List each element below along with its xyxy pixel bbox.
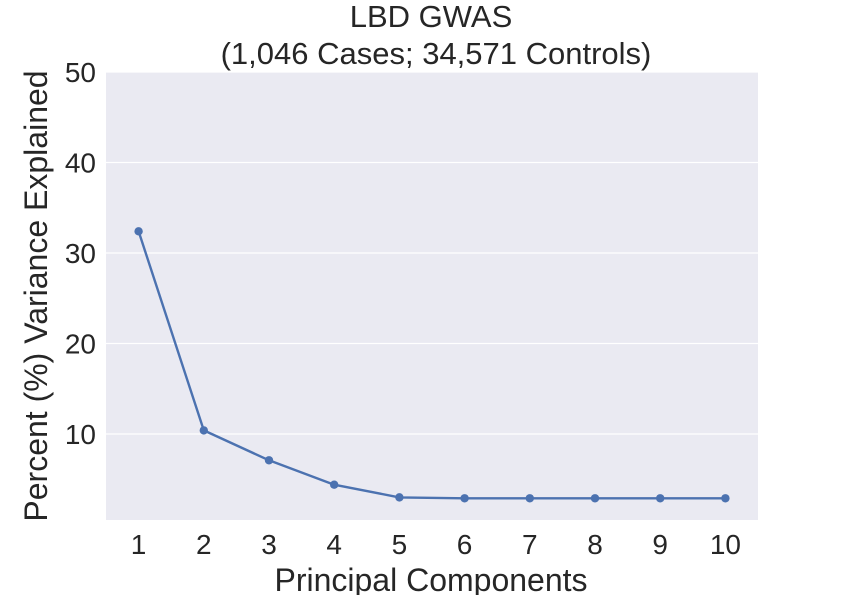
y-tick-labels: 10 20 30 40 50 <box>65 57 96 450</box>
x-tick-label: 5 <box>392 529 408 560</box>
y-tick-label: 20 <box>65 329 96 360</box>
x-axis-label: Principal Components <box>274 562 587 595</box>
y-tick-label: 50 <box>65 57 96 88</box>
x-tick-label: 7 <box>522 529 538 560</box>
x-tick-label: 2 <box>196 529 212 560</box>
x-tick-label: 6 <box>457 529 473 560</box>
series-line <box>137 230 726 500</box>
chart-title-line-2: (1,046 Cases; 34,571 Controls) <box>221 36 652 71</box>
data-point <box>134 227 143 236</box>
plot-background <box>106 72 758 520</box>
data-point <box>525 494 534 503</box>
x-tick-label: 8 <box>587 529 603 560</box>
x-tick-label: 10 <box>710 529 741 560</box>
data-point <box>590 494 600 503</box>
data-point <box>656 494 665 503</box>
series-group <box>134 227 730 503</box>
y-tick-label: 40 <box>65 148 96 179</box>
data-point <box>330 480 339 489</box>
y-tick-label: 30 <box>65 238 96 269</box>
chart-title-line-1: LBD GWAS <box>350 0 513 34</box>
y-tick-label: 10 <box>65 419 96 450</box>
y-axis-label: Percent (%) Variance Explained <box>18 70 54 521</box>
x-tick-label: 9 <box>652 529 668 560</box>
x-tick-labels: 1 2 3 4 5 6 7 8 9 10 <box>131 529 741 560</box>
data-point <box>199 426 208 435</box>
x-tick-label: 4 <box>326 529 342 560</box>
x-tick-label: 1 <box>131 529 147 560</box>
data-point <box>460 494 469 503</box>
grid-lines <box>106 71 758 435</box>
data-point <box>395 493 404 502</box>
x-tick-label: 3 <box>261 529 277 560</box>
data-point <box>264 456 274 465</box>
data-point <box>721 494 730 503</box>
